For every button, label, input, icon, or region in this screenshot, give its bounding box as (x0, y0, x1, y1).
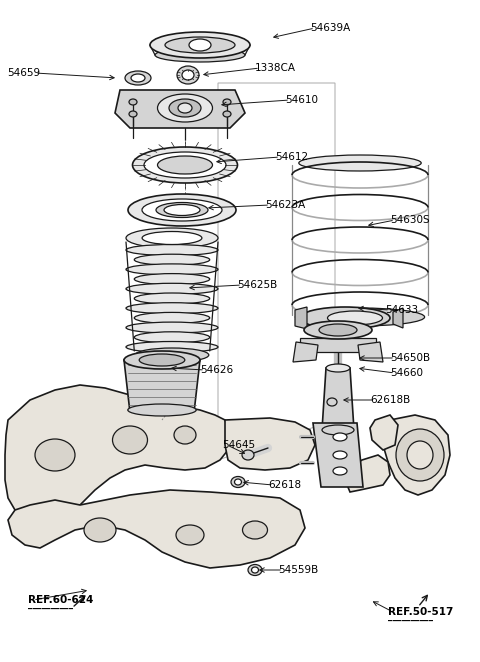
Ellipse shape (126, 264, 218, 275)
Ellipse shape (223, 111, 231, 117)
Text: __________: __________ (28, 601, 73, 610)
Polygon shape (5, 385, 230, 520)
Ellipse shape (131, 74, 145, 82)
Ellipse shape (235, 479, 241, 485)
Ellipse shape (333, 433, 347, 441)
Text: 54625B: 54625B (237, 280, 277, 290)
Text: 62618: 62618 (268, 480, 301, 490)
Text: 54626: 54626 (200, 365, 233, 375)
Ellipse shape (35, 439, 75, 471)
Text: 1338CA: 1338CA (255, 63, 296, 73)
Ellipse shape (242, 521, 267, 539)
Text: __________: __________ (388, 613, 433, 622)
Ellipse shape (300, 307, 390, 329)
Ellipse shape (125, 71, 151, 85)
Ellipse shape (134, 273, 210, 285)
Ellipse shape (176, 525, 204, 545)
Text: 54559B: 54559B (278, 565, 318, 575)
Ellipse shape (126, 303, 218, 314)
Ellipse shape (157, 156, 213, 174)
Text: 54639A: 54639A (310, 23, 350, 33)
Ellipse shape (299, 155, 421, 171)
Polygon shape (293, 342, 318, 362)
Ellipse shape (139, 354, 185, 366)
Text: 54612: 54612 (275, 152, 308, 162)
Ellipse shape (157, 94, 213, 122)
Ellipse shape (248, 565, 262, 575)
Polygon shape (345, 455, 390, 492)
Polygon shape (383, 415, 450, 495)
Text: 62618B: 62618B (370, 395, 410, 405)
Ellipse shape (156, 203, 208, 218)
Ellipse shape (231, 477, 245, 487)
Ellipse shape (128, 194, 236, 226)
Text: 54645: 54645 (222, 440, 255, 450)
Text: 54660: 54660 (390, 368, 423, 378)
Polygon shape (300, 338, 376, 352)
Ellipse shape (134, 312, 210, 324)
Ellipse shape (164, 205, 200, 216)
Ellipse shape (144, 152, 226, 178)
Ellipse shape (150, 32, 250, 58)
Ellipse shape (128, 404, 196, 416)
Ellipse shape (129, 111, 137, 117)
Ellipse shape (134, 332, 210, 343)
Text: REF.60-624: REF.60-624 (28, 595, 94, 605)
Ellipse shape (333, 467, 347, 475)
Ellipse shape (407, 441, 433, 469)
Ellipse shape (242, 450, 254, 460)
Ellipse shape (84, 518, 116, 542)
Ellipse shape (252, 567, 259, 573)
Polygon shape (8, 490, 305, 568)
Ellipse shape (142, 232, 202, 244)
Ellipse shape (134, 254, 210, 265)
Ellipse shape (155, 48, 245, 62)
Ellipse shape (189, 39, 211, 51)
Polygon shape (393, 308, 403, 328)
Ellipse shape (333, 451, 347, 459)
Text: 54650B: 54650B (390, 353, 430, 363)
Ellipse shape (165, 37, 235, 53)
Ellipse shape (135, 348, 209, 362)
Ellipse shape (126, 228, 218, 248)
Ellipse shape (126, 244, 218, 256)
Text: REF.50-517: REF.50-517 (388, 607, 454, 617)
Ellipse shape (124, 351, 200, 369)
Polygon shape (124, 360, 200, 410)
Ellipse shape (132, 147, 238, 183)
Ellipse shape (182, 70, 194, 80)
Polygon shape (295, 307, 307, 329)
Ellipse shape (319, 324, 357, 336)
Text: 54630S: 54630S (390, 215, 430, 225)
Ellipse shape (178, 103, 192, 113)
Text: 54610: 54610 (285, 95, 318, 105)
Ellipse shape (142, 199, 222, 221)
Polygon shape (313, 423, 363, 487)
Text: 54633: 54633 (385, 305, 418, 315)
Polygon shape (225, 418, 315, 470)
Text: 54659: 54659 (7, 68, 40, 78)
Ellipse shape (295, 308, 425, 326)
Ellipse shape (126, 322, 218, 333)
Polygon shape (115, 90, 245, 128)
Ellipse shape (174, 426, 196, 444)
Ellipse shape (223, 99, 231, 105)
Ellipse shape (326, 364, 350, 372)
Ellipse shape (396, 429, 444, 481)
Ellipse shape (177, 66, 199, 84)
Text: 54623A: 54623A (265, 200, 305, 210)
Ellipse shape (126, 283, 218, 295)
Polygon shape (358, 342, 383, 362)
Polygon shape (370, 415, 398, 450)
Ellipse shape (327, 398, 337, 406)
Polygon shape (322, 368, 354, 430)
Ellipse shape (327, 311, 383, 325)
Ellipse shape (112, 426, 147, 454)
Ellipse shape (169, 99, 201, 117)
Ellipse shape (304, 321, 372, 339)
Ellipse shape (126, 342, 218, 352)
Ellipse shape (322, 425, 354, 435)
Ellipse shape (134, 293, 210, 304)
Ellipse shape (129, 99, 137, 105)
